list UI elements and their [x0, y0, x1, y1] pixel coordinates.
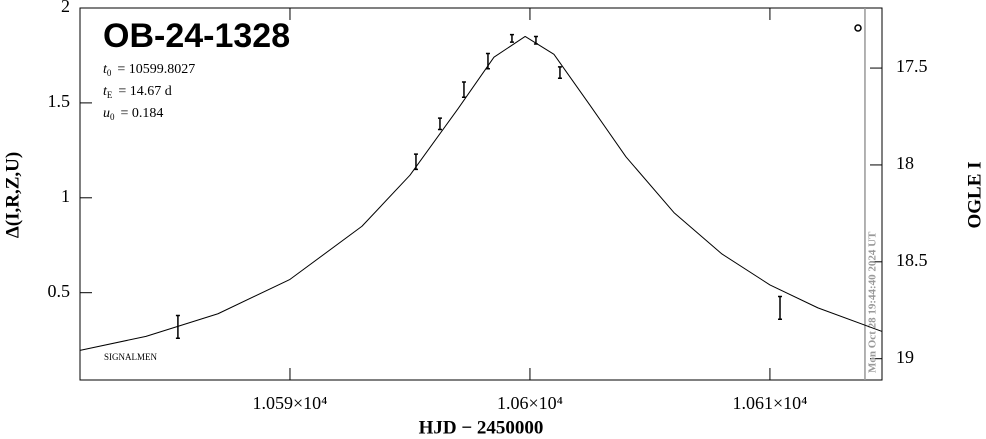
param-text: = 14.67 d [118, 84, 171, 99]
chart-title: OB-24-1328 [103, 17, 290, 55]
y-tick-label: 1.5 [48, 91, 71, 111]
param: tE = 14.67 d [103, 84, 172, 100]
param-symbol: t [103, 62, 108, 77]
error-bar [778, 295, 783, 321]
y2-tick-label: 18.5 [896, 250, 928, 270]
model-curve [79, 35, 883, 351]
y-axis-label: Δ(I,R,Z,U) [2, 152, 23, 238]
param-text: = 10599.8027 [117, 62, 195, 77]
param-subscript: 0 [110, 112, 115, 122]
x-axis-label: HJD − 2450000 [419, 417, 544, 438]
error-bar [557, 66, 562, 79]
param-subscript: 0 [107, 68, 112, 78]
param-subscript: E [107, 90, 113, 100]
plot-frame [79, 7, 883, 381]
param-text: = 0.184 [121, 106, 164, 121]
param: u0 = 0.184 [103, 106, 163, 122]
corner-text: SIGNALMEN [104, 352, 157, 362]
now-label: Mon Oct 28 19:44:40 2024 UT [866, 231, 878, 373]
y2-tick-label: 19 [896, 347, 914, 367]
x-tick-label: 1.06×10⁴ [497, 393, 563, 413]
y-tick-label: 2 [61, 0, 70, 16]
y2-tick-label: 17.5 [896, 56, 928, 76]
corner-marker [854, 24, 862, 32]
param: t0 = 10599.8027 [103, 62, 195, 78]
error-bar [509, 33, 514, 43]
y2-axis-label: OGLE I [964, 161, 985, 228]
x-tick-label: 1.061×10⁴ [732, 393, 807, 413]
y2-tick-label: 18 [896, 153, 914, 173]
y-tick-label: 0.5 [48, 281, 71, 301]
param-symbol: u [103, 106, 110, 121]
x-tick-label: 1.059×10⁴ [253, 393, 328, 413]
error-bar [437, 117, 442, 131]
error-bar [461, 81, 466, 98]
y-tick-label: 1 [61, 186, 70, 206]
param-symbol: t [103, 84, 108, 99]
